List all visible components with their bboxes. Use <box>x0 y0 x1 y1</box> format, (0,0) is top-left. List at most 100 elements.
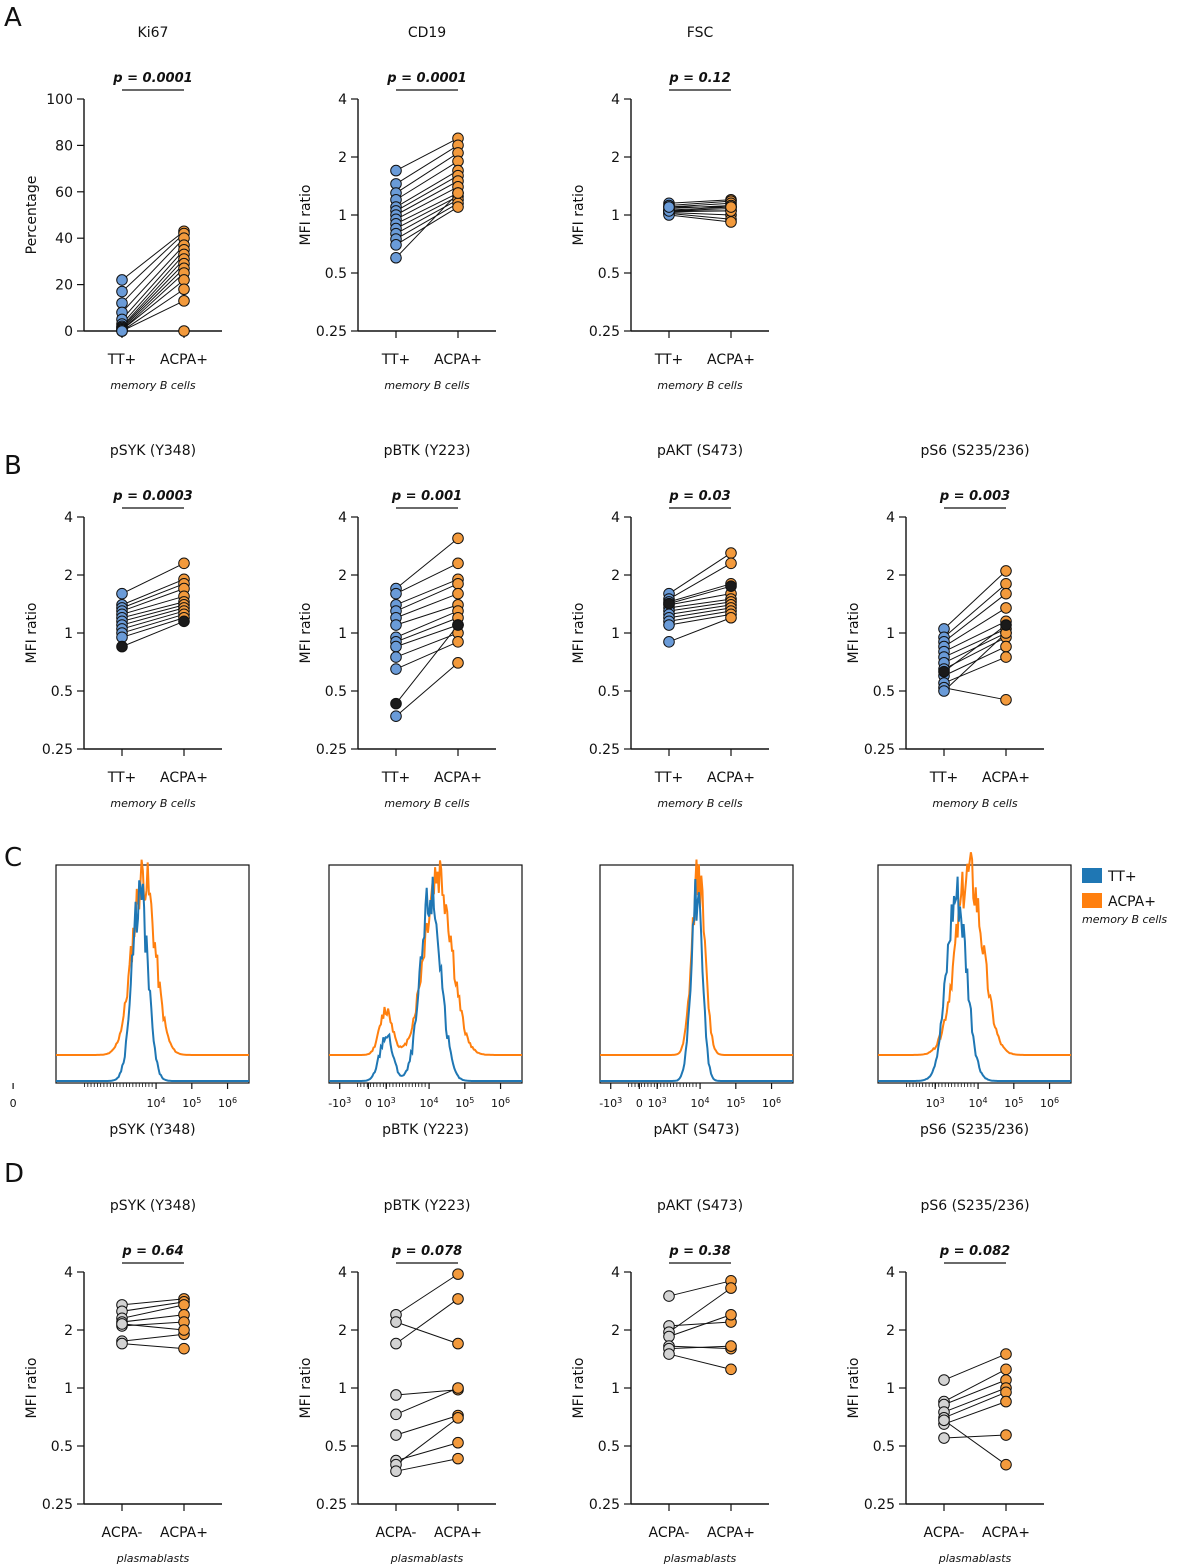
histogram-curve-acpa <box>329 860 522 1056</box>
pair-line <box>943 1419 1007 1466</box>
point-right <box>452 1268 464 1280</box>
histogram-curve-acpa <box>878 852 1071 1056</box>
histogram-x-tick-label: 105 <box>1004 1096 1023 1111</box>
point-left <box>390 587 402 600</box>
pair-line <box>668 202 732 208</box>
pair-line <box>395 180 459 216</box>
x-tick-label: TT+ <box>381 770 411 786</box>
pair-line <box>668 212 732 216</box>
point-right <box>452 557 464 570</box>
pair-line <box>395 578 459 606</box>
pair-line <box>395 1458 459 1472</box>
histogram-x-label: pS6 (S235/236) <box>920 1122 1029 1138</box>
y-tick-label: 4 <box>611 510 620 526</box>
y-axis-label: MFI ratio <box>571 185 587 246</box>
point-right <box>452 1436 464 1449</box>
y-tick-label: 2 <box>886 568 895 584</box>
y-tick-label: 0.25 <box>316 1497 347 1513</box>
point-left <box>938 685 950 697</box>
histogram-curve-tt <box>878 876 1071 1082</box>
pair-line <box>121 595 185 615</box>
y-tick-label: 4 <box>886 510 895 526</box>
pair-line <box>121 258 185 327</box>
pair-line <box>395 170 459 208</box>
pair-line <box>121 279 185 331</box>
point-right <box>1000 565 1012 577</box>
point-left <box>116 274 128 286</box>
pair-line <box>121 300 185 332</box>
histogram-x-tick-label: 0 <box>636 1097 643 1110</box>
histogram-x-tick-label: 103 <box>926 1096 945 1111</box>
plot-D-psyk: pSYK (Y348) p = 0.64 0.25 0.5 1 2 4 MFI ratio AC… <box>24 1198 222 1565</box>
pair-line <box>668 212 732 220</box>
histogram-frame <box>55 864 250 1084</box>
point-left <box>390 1429 402 1441</box>
point-left <box>390 1389 402 1401</box>
pair-line <box>121 1314 185 1323</box>
population-label: plasmablasts <box>116 1552 190 1565</box>
y-tick-label: 0.5 <box>325 1439 347 1455</box>
pair-line <box>943 628 1007 658</box>
histogram-curve-acpa <box>600 859 793 1056</box>
y-axis-label: MFI ratio <box>571 1358 587 1419</box>
pair-line <box>668 613 732 626</box>
y-tick-label: 4 <box>611 1265 620 1281</box>
pair-line <box>668 1287 732 1333</box>
histogram-legend: TT+ ACPA+ memory B cells <box>1082 868 1167 926</box>
pair-line <box>943 632 1007 692</box>
pair-line <box>395 1417 459 1466</box>
pair-line <box>668 598 732 609</box>
pair-line <box>395 175 459 212</box>
population-label: memory B cells <box>384 797 469 810</box>
y-axis-label: MFI ratio <box>298 185 314 246</box>
pair-line <box>395 1387 459 1415</box>
y-tick-label: 2 <box>611 150 620 166</box>
pair-line <box>395 632 459 658</box>
y-tick-label: 0.5 <box>51 684 73 700</box>
plot-title: pAKT (S473) <box>657 1198 743 1214</box>
histogram-x-tick-label: 103 <box>377 1096 396 1111</box>
point-right <box>1000 578 1012 590</box>
x-tick-label: ACPA+ <box>434 352 482 368</box>
pair-line <box>395 624 459 648</box>
pair-line <box>121 620 185 648</box>
x-tick-label: ACPA+ <box>160 770 208 786</box>
x-tick-label: TT+ <box>381 352 411 368</box>
point-left <box>938 665 950 678</box>
pair-line <box>668 1353 732 1370</box>
p-value: p = 0.64 <box>121 1244 183 1259</box>
point-left <box>390 663 402 675</box>
histogram-x-tick-label: 0 <box>365 1097 372 1110</box>
pair-line <box>943 593 1007 643</box>
pair-line <box>121 610 185 630</box>
y-tick-label: 1 <box>64 626 73 642</box>
pair-line <box>121 562 185 595</box>
histogram-x-tick-label: 106 <box>491 1096 510 1111</box>
pair-line <box>395 604 459 626</box>
legend-population: memory B cells <box>1082 913 1167 926</box>
pair-line <box>395 617 459 643</box>
pair-line <box>395 202 459 240</box>
histogram-x-tick-label: 105 <box>455 1096 474 1111</box>
pair-line <box>395 199 459 235</box>
x-tick-label: ACPA+ <box>160 352 208 368</box>
histogram-curve-acpa <box>56 859 249 1056</box>
histogram-x-tick-label: 104 <box>147 1096 166 1111</box>
histogram-C-pbtk: -103 0 103 104 105 106 pBTK (Y223) <box>328 860 523 1138</box>
panel-letter-a: A <box>4 3 22 33</box>
x-tick-label: ACPA+ <box>707 352 755 368</box>
point-right <box>452 619 464 631</box>
y-tick-label: 2 <box>886 1323 895 1339</box>
histogram-x-tick-label: 104 <box>420 1096 439 1111</box>
pair-line <box>395 144 459 185</box>
pair-line <box>121 601 185 619</box>
p-value: p = 0.082 <box>939 1244 1010 1259</box>
y-tick-label: 1 <box>611 626 620 642</box>
legend-swatch-tt <box>1082 868 1102 883</box>
histogram-curve-tt <box>600 878 793 1082</box>
plot-A-cd19: CD19 p = 0.0001 0.25 0.5 1 2 4 MFI ratio TT+ ACPA… <box>298 25 496 392</box>
x-tick-label: ACPA- <box>102 1525 143 1541</box>
pair-line <box>121 237 185 304</box>
pair-line <box>395 610 459 638</box>
pair-line <box>668 552 732 595</box>
